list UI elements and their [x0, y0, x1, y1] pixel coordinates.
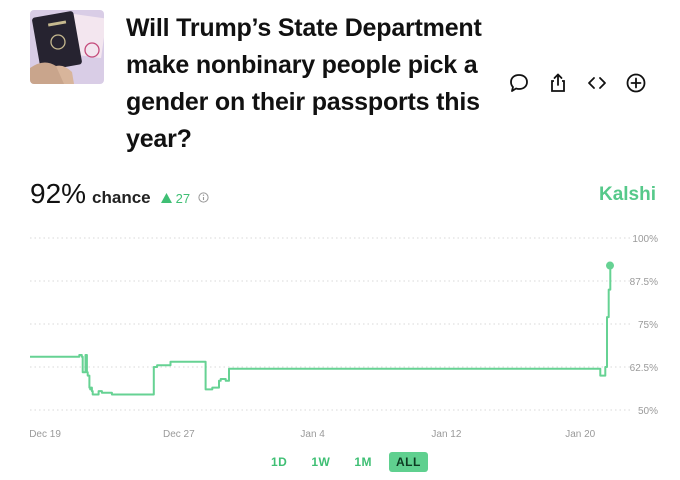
- share-icon: [551, 73, 565, 92]
- comment-button[interactable]: [506, 70, 532, 96]
- x-tick-label: Jan 4: [300, 429, 325, 440]
- passport-image: [30, 10, 104, 84]
- info-icon: [198, 192, 209, 203]
- y-tick-label: 87.5%: [630, 277, 658, 288]
- probability-summary: 92% chance 27: [30, 178, 209, 210]
- source-brand[interactable]: Kalshi: [598, 184, 656, 205]
- x-tick-label: Dec 19: [29, 429, 61, 440]
- action-toolbar: [506, 70, 649, 96]
- series-line: [30, 264, 612, 396]
- range-1m-button[interactable]: 1M: [354, 455, 373, 469]
- range-1d-button[interactable]: 1D: [271, 455, 288, 469]
- add-button[interactable]: [623, 70, 649, 96]
- share-button[interactable]: [545, 70, 571, 96]
- y-tick-label: 75%: [638, 320, 658, 331]
- add-icon: [626, 73, 646, 93]
- time-range-selector: 1D 1W 1M ALL: [264, 452, 428, 472]
- market-thumbnail: [30, 10, 104, 84]
- chance-label: chance: [92, 188, 151, 207]
- range-all-button[interactable]: ALL: [389, 452, 428, 472]
- y-tick-label: 50%: [638, 406, 658, 417]
- y-tick-label: 62.5%: [630, 363, 658, 374]
- change-badge: 27: [160, 190, 191, 206]
- up-triangle-icon: [160, 193, 172, 203]
- x-tick-label: Jan 20: [565, 429, 595, 440]
- embed-code-icon: [588, 77, 606, 89]
- x-tick-label: Dec 27: [163, 429, 195, 440]
- x-tick-label: Jan 12: [431, 429, 461, 440]
- question-title: Will Trump’s State Department make nonbi…: [126, 14, 482, 153]
- range-1w-button[interactable]: 1W: [311, 455, 331, 469]
- change-value: 27: [175, 190, 191, 206]
- comment-icon: [510, 74, 528, 92]
- chance-percent: 92%: [30, 178, 87, 209]
- current-value-marker[interactable]: [606, 261, 614, 270]
- embed-button[interactable]: [584, 70, 610, 96]
- y-tick-label: 100%: [632, 234, 658, 245]
- info-button[interactable]: [198, 192, 209, 203]
